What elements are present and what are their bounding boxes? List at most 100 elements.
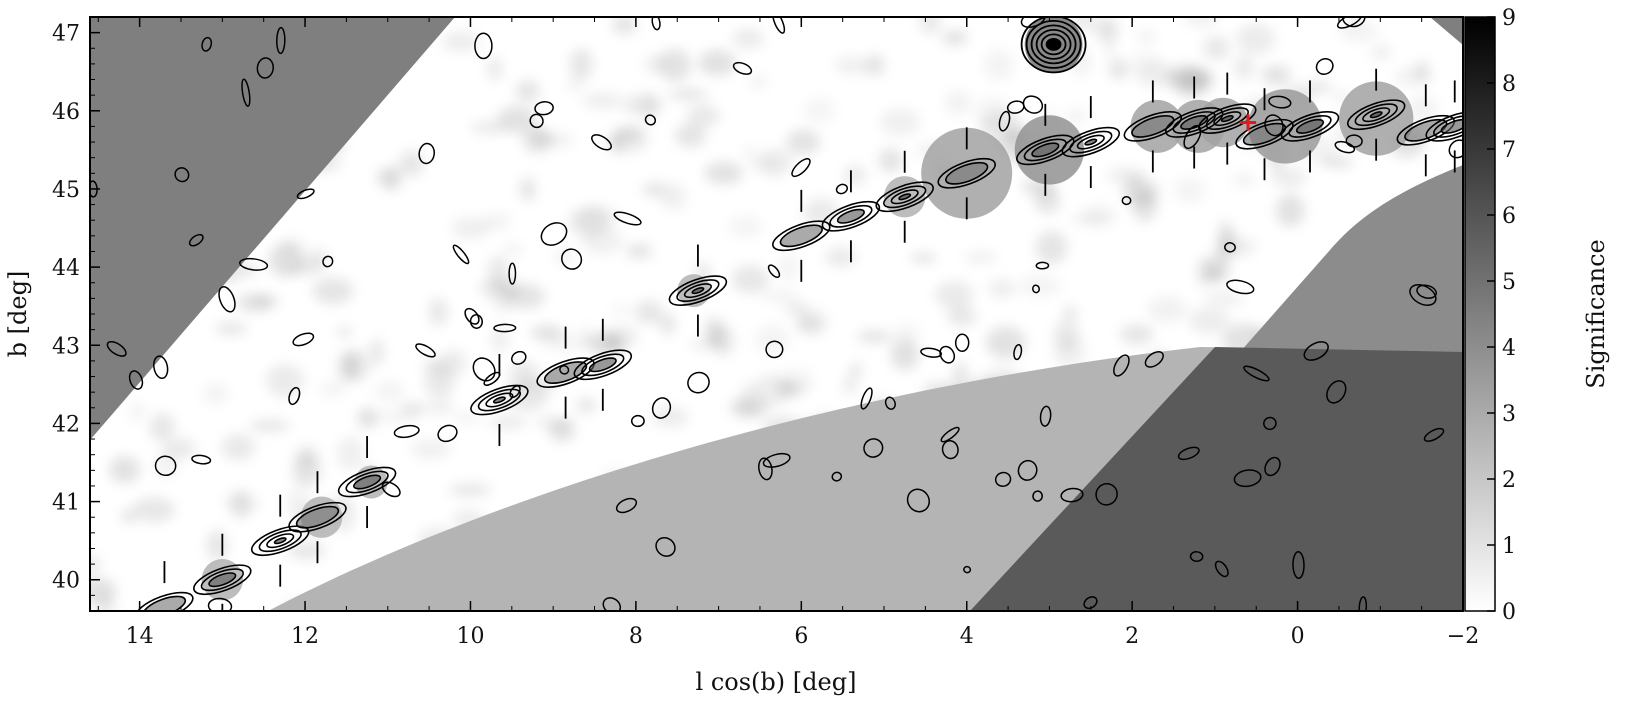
stream-contour	[779, 224, 823, 248]
noise-contour	[1292, 550, 1305, 580]
noise-blob	[374, 381, 405, 402]
noise-blob	[487, 56, 503, 82]
stream-contour	[492, 396, 506, 404]
noise-blob	[880, 108, 921, 136]
noise-contour	[452, 244, 470, 265]
noise-blob	[214, 322, 248, 335]
stream-contour	[1404, 118, 1448, 142]
x-tick-label: 6	[794, 624, 808, 649]
mask-regions	[90, 17, 1463, 611]
y-axis: 40 41 42 43 44 45 46 47	[52, 22, 100, 612]
stream-contour	[829, 204, 873, 228]
noise-contour	[1039, 405, 1052, 427]
stream-contour	[200, 568, 244, 592]
x-tick-label: 10	[456, 624, 484, 649]
noise-contour	[758, 457, 773, 481]
noise-blob	[761, 290, 799, 301]
colorbar-tick-label: 0	[1502, 600, 1516, 625]
stream-contour	[345, 470, 389, 494]
noise-blob	[515, 80, 541, 102]
stream-contour	[1280, 111, 1340, 142]
noise-blob	[754, 325, 790, 354]
bright-source-contour	[1040, 33, 1067, 56]
noise-blob	[336, 436, 365, 471]
stream-contour	[821, 200, 881, 232]
noise-contour	[863, 438, 884, 458]
noise-contour	[153, 355, 169, 380]
noise-blob	[428, 298, 448, 326]
noise-blob	[130, 401, 145, 423]
noise-blob	[1067, 108, 1086, 124]
noise-blob	[266, 363, 304, 398]
stream-track-markers	[163, 68, 1456, 611]
noise-blob	[357, 407, 378, 429]
noise-blob	[866, 54, 886, 76]
noise-blob	[206, 529, 228, 562]
noise-contour	[174, 167, 190, 183]
x-tick-label: 2	[1125, 624, 1139, 649]
noise-blob	[523, 174, 536, 205]
stream-contour	[1433, 114, 1463, 138]
noise-blob	[376, 409, 418, 424]
stream-contour	[470, 384, 529, 416]
noise-blob	[203, 383, 228, 405]
noise-contour	[994, 471, 1012, 488]
noise-blob	[975, 97, 1012, 127]
bright-source-contour	[1025, 20, 1082, 69]
y-tick-label: 42	[52, 412, 80, 437]
noise-contour	[1113, 354, 1130, 377]
noise-blob	[613, 304, 630, 317]
noise-blob	[582, 93, 623, 109]
noise-blob	[849, 363, 862, 377]
stream-contour	[1346, 99, 1406, 131]
noise-contour	[106, 340, 127, 357]
noise-contour	[1326, 380, 1347, 404]
bright-source-contour	[1045, 38, 1062, 51]
stream-contour	[1242, 122, 1287, 146]
bright-source-contour	[1030, 24, 1077, 65]
noise-contour	[1264, 456, 1281, 477]
noise-blob	[668, 89, 708, 100]
mask-lower-right-dark	[970, 347, 1463, 611]
noise-blob	[1183, 17, 1219, 27]
noise-contour	[791, 158, 811, 178]
y-tick-label: 41	[52, 491, 80, 516]
noise-blob	[410, 439, 451, 460]
noise-blob	[1415, 60, 1429, 81]
noise-blob	[370, 338, 384, 367]
noise-blob	[727, 215, 763, 238]
stream-contour	[1295, 118, 1325, 134]
noise-blob	[319, 381, 346, 397]
noise-blob	[825, 247, 857, 267]
noise-blob	[779, 251, 798, 284]
noise-blob	[834, 56, 874, 74]
stream-contour	[683, 283, 712, 299]
noise-blob	[798, 318, 820, 330]
noise-contour	[1268, 95, 1292, 109]
noise-blob	[149, 412, 175, 442]
x-tick-label: 0	[1291, 624, 1305, 649]
plus-marker: +	[1237, 108, 1259, 138]
x-tick-label: 8	[629, 624, 643, 649]
noise-contour	[939, 345, 956, 364]
noise-contour	[687, 371, 710, 394]
colorbar-ticks: 0 1 2 3 4 5 6 7 8 9	[1487, 6, 1516, 625]
stream-contour	[1180, 114, 1209, 131]
noise-blob	[312, 277, 354, 305]
noise-blob	[1232, 173, 1255, 187]
noise-blob	[743, 146, 758, 158]
noise-contour	[1264, 114, 1284, 137]
noise-blob	[659, 48, 691, 82]
noise-blob	[944, 90, 972, 115]
noise-contour	[1303, 341, 1329, 361]
stream-contour	[288, 501, 347, 533]
noise-contour	[906, 488, 930, 513]
x-tick-label: 14	[126, 624, 154, 649]
noise-contour	[218, 286, 236, 313]
y-tick-label: 44	[52, 256, 80, 281]
noise-contour	[191, 454, 212, 465]
stream-contour	[1084, 138, 1098, 146]
noise-blob	[1104, 39, 1117, 58]
noise-blob	[704, 316, 723, 347]
noise-blob	[1108, 59, 1130, 80]
